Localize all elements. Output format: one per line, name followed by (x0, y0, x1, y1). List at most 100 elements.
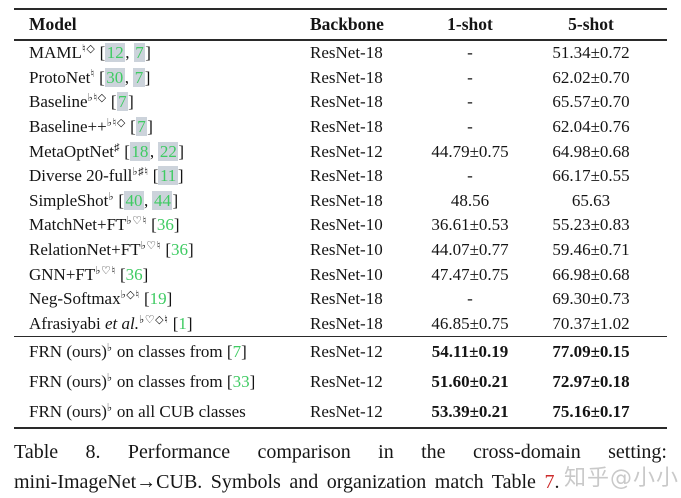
citation-bracket-close: ] (186, 313, 193, 333)
citation-separator: , (124, 67, 134, 87)
model-name: FRN (ours) (29, 402, 107, 422)
citation-bracket-open: [ (226, 372, 233, 392)
model-superscript-symbols: ♭♯♮ (132, 166, 149, 179)
one-shot-value: 54.11±0.19 (425, 336, 515, 368)
model-name: Baseline++ (29, 117, 107, 137)
citation-bracket-close: ] (172, 190, 179, 210)
citation-link[interactable]: 7 (133, 43, 146, 63)
five-shot-value: 75.16±0.17 (515, 397, 667, 430)
watermark: 知乎@小小 (563, 466, 679, 491)
model-cell: FRN (ours)♭ on classes from [33] (14, 367, 310, 397)
five-shot-value: 77.09±0.15 (515, 336, 667, 368)
model-name: FRN (ours) (29, 372, 107, 392)
citation-separator: , (125, 43, 134, 63)
model-name: Diverse 20-full (29, 166, 133, 186)
five-shot-value: 55.23±0.83 (552, 215, 630, 235)
five-shot-value: 70.37±1.02 (552, 313, 630, 333)
table-row: MAML♮◇ [12, 7] ResNet-18-51.34±0.72 (14, 40, 667, 66)
citation-bracket-close: ] (144, 67, 151, 87)
one-shot-value: - (467, 67, 473, 87)
model-cell: Diverse 20-full♭♯♮ [11] (14, 164, 310, 189)
table-row: Baseline++♭♮◇ [7] ResNet-18-62.04±0.76 (14, 115, 667, 140)
model-text: on all CUB classes (112, 402, 246, 422)
caption-line-2-text: mini-ImageNet→CUB. Symbols and organizat… (14, 471, 545, 493)
citation-link[interactable]: 7 (135, 117, 148, 137)
citation-link[interactable]: 40 (123, 190, 144, 210)
one-shot-value: 51.60±0.21 (431, 372, 509, 392)
caption-table-link[interactable]: 7 (544, 471, 555, 493)
table-row: FRN (ours)♭ on classes from [33] ResNet-1… (14, 367, 667, 397)
table-row: ProtoNet♮ [30, 7] ResNet-18-62.02±0.70 (14, 66, 667, 91)
one-shot-value: 36.61±0.53 (431, 215, 509, 235)
citation-bracket-open: [ (124, 141, 130, 161)
citation-bracket-open: [ (120, 264, 126, 284)
model-cell: Baseline♭♮◇ [7] (14, 90, 310, 115)
model-superscript-symbols: ♭ (106, 402, 113, 415)
citation-link[interactable]: 1 (178, 313, 187, 333)
table-body-main: MAML♮◇ [12, 7] ResNet-18-51.34±0.72 ProtoN… (14, 40, 667, 337)
five-shot-value: 69.30±0.73 (552, 289, 630, 309)
table-row: MetaOptNet♯ [18, 22] ResNet-12 44.79±0.75 6… (14, 139, 667, 164)
citation-link[interactable]: 7 (133, 67, 145, 87)
citation-bracket-open: [ (165, 240, 171, 260)
model-superscript-symbols: ♭♡♮ (140, 240, 162, 253)
model-cell: FRN (ours)♭ on classes from [7] (14, 336, 310, 368)
citation-link[interactable]: 18 (129, 141, 150, 161)
citation-link[interactable]: 12 (105, 43, 126, 63)
backbone-cell: ResNet-18 (310, 313, 383, 333)
citation-link[interactable]: 30 (104, 67, 125, 87)
citation-bracket-open: [ (110, 92, 117, 112)
model-cell: ProtoNet♮ [30, 7] (14, 66, 310, 91)
one-shot-value: 48.56 (450, 190, 490, 210)
five-shot-value: 66.17±0.55 (552, 166, 630, 186)
model-cell: SimpleShot♭ [40, 44] (14, 189, 310, 214)
model-superscript-symbols: ♯ (113, 141, 120, 154)
table-row: GNN+FT♭♡♮ [36] ResNet-10 47.47±0.75 66.98±0… (14, 262, 667, 287)
backbone-cell: ResNet-18 (310, 190, 383, 210)
model-cell: MAML♮◇ [12, 7] (14, 40, 310, 66)
citation-bracket-close: ] (145, 43, 151, 63)
model-cell: Baseline++♭♮◇ [7] (14, 115, 310, 140)
citation-bracket-open: [ (152, 166, 159, 186)
model-name: FRN (ours) (29, 342, 107, 362)
col-header-model: Model (14, 8, 310, 41)
model-name: MetaOptNet (29, 141, 114, 161)
backbone-cell: ResNet-18 (310, 43, 383, 63)
model-name: GNN+FT (29, 264, 96, 284)
table-row: FRN (ours)♭ on all CUB classes ResNet-12 5… (14, 397, 667, 430)
backbone-cell: ResNet-10 (310, 240, 383, 260)
citation-link[interactable]: 36 (125, 264, 143, 284)
table-row: Diverse 20-full♭♯♮ [11] ResNet-18-66.17±0… (14, 164, 667, 189)
one-shot-value: 46.85±0.75 (431, 313, 509, 333)
citation-link[interactable]: 36 (156, 215, 174, 235)
backbone-cell: ResNet-18 (310, 117, 383, 137)
citation-link[interactable]: 11 (158, 166, 178, 186)
col-header-5shot: 5-shot (515, 8, 667, 41)
model-superscript-symbols: ♭♮◇ (87, 92, 107, 105)
table-caption: Table 8. Performance comparison in the c… (14, 437, 667, 497)
citation-bracket-open: [ (130, 117, 136, 137)
model-cell: MetaOptNet♯ [18, 22] (14, 139, 310, 164)
backbone-cell: ResNet-12 (310, 397, 425, 430)
citation-bracket-open: [ (226, 342, 233, 362)
results-table-container: Model Backbone 1-shot 5-shot MAML♮◇ [12,… (14, 8, 667, 430)
citation-link[interactable]: 22 (158, 141, 179, 161)
backbone-cell: ResNet-18 (310, 67, 383, 87)
citation-link[interactable]: 7 (116, 92, 129, 112)
citation-bracket-open: [ (99, 43, 106, 63)
backbone-cell: ResNet-18 (310, 166, 383, 186)
model-superscript-symbols: ♭ (106, 342, 113, 355)
citation-bracket-close: ] (177, 166, 184, 186)
citation-bracket-open: [ (172, 313, 179, 333)
backbone-cell: ResNet-10 (310, 215, 383, 235)
citation-link[interactable]: 7 (232, 342, 242, 362)
model-superscript-symbols: ♮ (90, 67, 95, 80)
citation-bracket-close: ] (241, 342, 247, 362)
citation-link[interactable]: 19 (149, 289, 167, 309)
citation-link[interactable]: 33 (232, 372, 250, 392)
citation-bracket-close: ] (173, 215, 180, 235)
citation-link[interactable]: 44 (152, 190, 173, 210)
model-cell: RelationNet+FT♭♡♮ [36] (14, 238, 310, 263)
citation-link[interactable]: 36 (170, 240, 188, 260)
citation-bracket-close: ] (166, 289, 173, 309)
